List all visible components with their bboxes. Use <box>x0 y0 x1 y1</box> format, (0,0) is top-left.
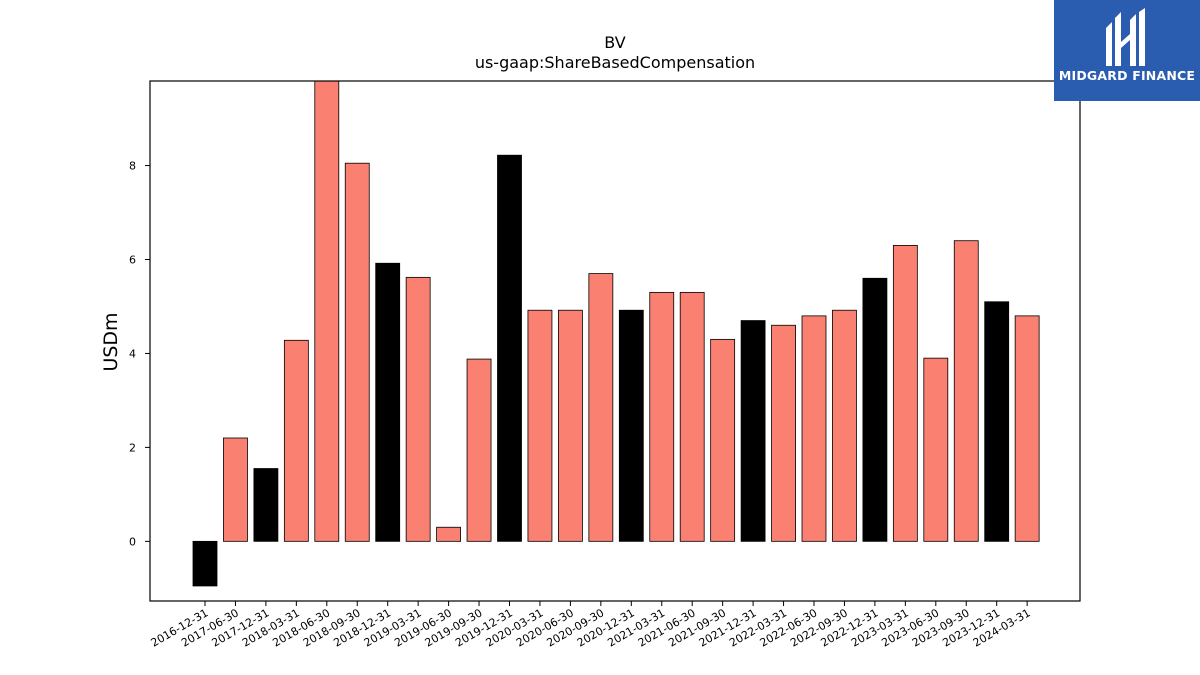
chart-title: BV <box>604 33 625 52</box>
bar-2020-12-31 <box>618 309 644 542</box>
bar-2023-06-30 <box>923 357 949 542</box>
midgard-logo-icon <box>1106 8 1145 66</box>
chart-subtitle: us-gaap:ShareBasedCompensation <box>475 53 755 72</box>
y-axis: 0 2 4 6 8 <box>129 160 150 548</box>
y-tick-label: 6 <box>129 254 136 267</box>
plot-frame <box>149 80 1081 602</box>
bar-2017-06-30 <box>223 437 248 542</box>
company-logo: MIDGARD FINANCE <box>1054 0 1200 101</box>
bar-2023-09-30 <box>953 240 979 542</box>
logo-text: MIDGARD FINANCE <box>1058 68 1196 83</box>
bar-2023-12-31 <box>984 301 1010 542</box>
bar-2018-06-30 <box>314 81 340 542</box>
bar-2018-12-31 <box>375 262 401 542</box>
bar-2020-06-30 <box>558 309 583 542</box>
bar-2016-12-31 <box>192 540 218 587</box>
bar-2022-06-30 <box>801 315 827 542</box>
bar-2021-06-30 <box>679 291 705 542</box>
y-tick-label: 0 <box>129 535 136 548</box>
y-axis-label: USDm <box>100 312 122 371</box>
bar-2019-03-31 <box>405 276 431 542</box>
bar-2020-09-30 <box>588 273 614 542</box>
bar-2022-09-30 <box>832 309 857 542</box>
y-tick-label: 4 <box>129 347 136 360</box>
y-tick-label: 2 <box>129 441 136 454</box>
bar-2021-09-30 <box>710 338 736 542</box>
bar-2017-12-31 <box>253 468 279 542</box>
bar-2018-09-30 <box>344 162 370 542</box>
bar-2021-12-31 <box>740 320 766 542</box>
x-axis: 2016-12-312017-06-302017-12-312018-03-31… <box>149 601 1033 650</box>
bar-2024-03-31 <box>1014 315 1040 542</box>
bar-2021-03-31 <box>649 291 675 542</box>
bar-2019-12-31 <box>497 154 522 542</box>
bar-2019-06-30 <box>436 526 462 542</box>
y-tick-label: 8 <box>129 160 136 173</box>
bar-2023-03-31 <box>892 245 918 542</box>
bar-2018-03-31 <box>283 339 309 542</box>
bar-2022-03-31 <box>771 324 796 542</box>
bar-series <box>192 81 1040 587</box>
bar-2022-12-31 <box>862 277 888 542</box>
bar-2019-09-30 <box>466 358 492 542</box>
bar-2020-03-31 <box>527 309 553 542</box>
